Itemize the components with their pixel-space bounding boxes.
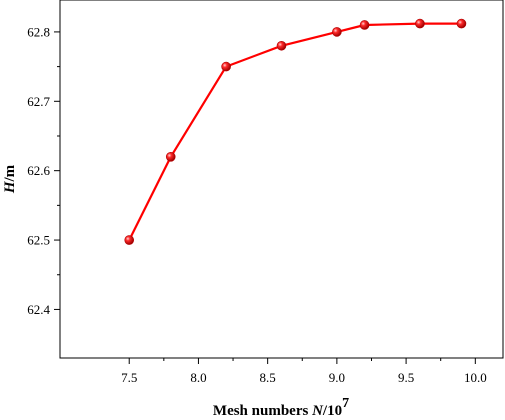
x-axis: 7.5 8.0 8.5 9.0 9.5 10.0 bbox=[121, 358, 487, 385]
data-point bbox=[332, 27, 342, 37]
y-axis: 62.4 62.5 62.6 62.7 62.8 bbox=[27, 24, 60, 317]
data-point bbox=[165, 151, 176, 162]
data-point bbox=[456, 18, 467, 29]
y-tick-label: 62.7 bbox=[27, 94, 50, 109]
x-tick-label: 9.0 bbox=[329, 370, 345, 385]
y-axis-title: H/m bbox=[2, 164, 18, 194]
y-tick-label: 62.4 bbox=[27, 302, 50, 317]
data-point bbox=[359, 20, 370, 30]
x-tick-label: 8.0 bbox=[190, 370, 206, 385]
data-point bbox=[124, 235, 135, 245]
x-axis-title: Mesh numbers N/107 bbox=[213, 396, 349, 419]
x-tick-label: 7.5 bbox=[121, 370, 137, 385]
data-point bbox=[221, 61, 231, 72]
series-line bbox=[128, 22, 462, 241]
y-tick-label: 62.6 bbox=[27, 163, 50, 178]
x-tick-label: 8.5 bbox=[260, 370, 276, 385]
x-tick-label: 9.5 bbox=[398, 370, 414, 385]
series-layer bbox=[124, 18, 467, 245]
y-tick-label: 62.5 bbox=[27, 233, 50, 248]
y-tick-label: 62.8 bbox=[27, 24, 50, 39]
data-point bbox=[276, 40, 287, 51]
plot-frame bbox=[59, 0, 504, 359]
x-tick-label: 10.0 bbox=[464, 370, 487, 385]
data-point bbox=[415, 18, 425, 29]
